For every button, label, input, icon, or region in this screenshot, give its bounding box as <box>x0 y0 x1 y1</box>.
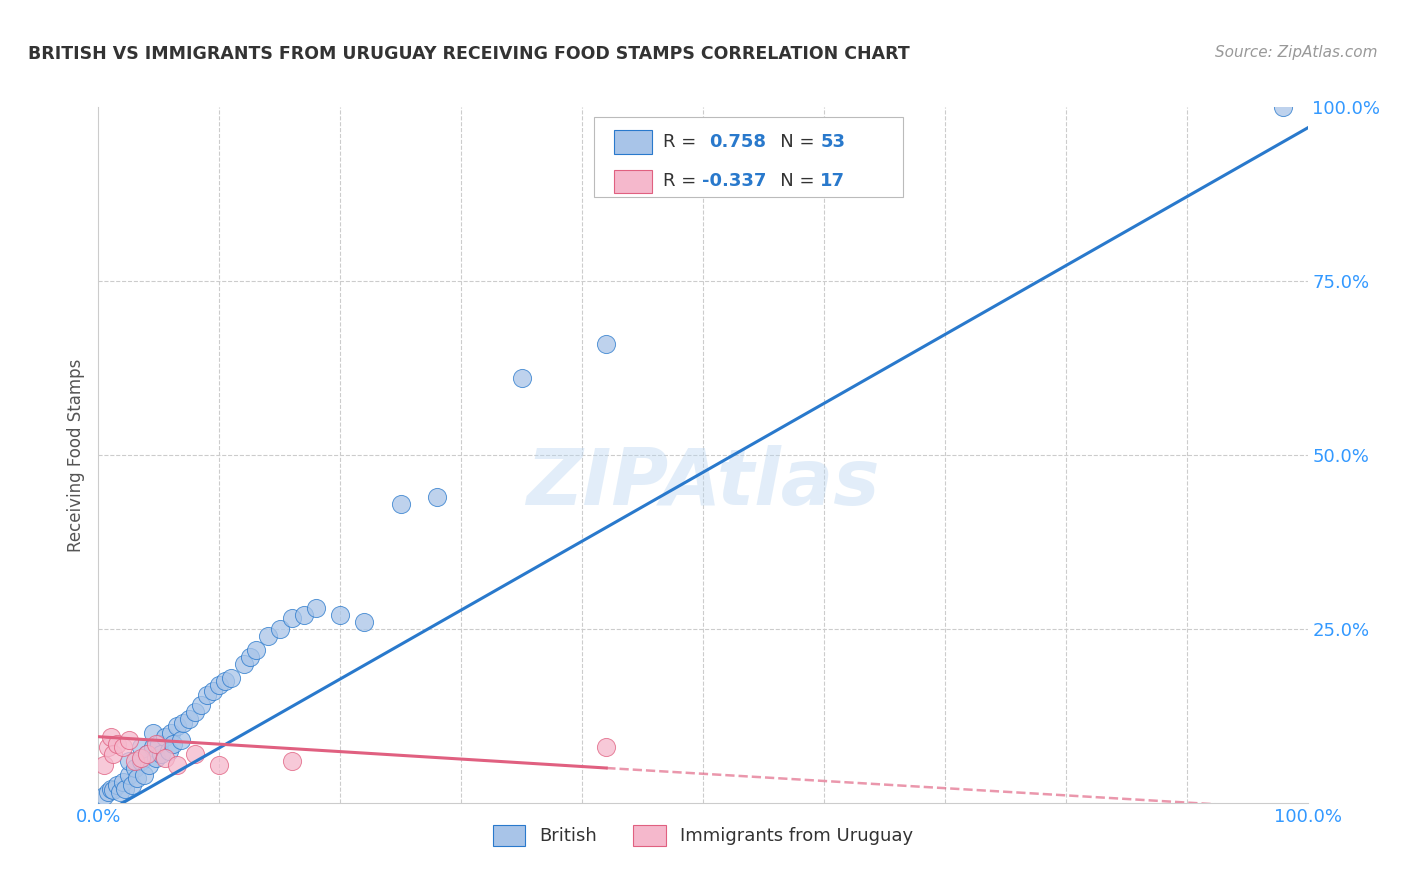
Point <box>108 785 131 799</box>
Text: Source: ZipAtlas.com: Source: ZipAtlas.com <box>1215 45 1378 60</box>
Point <box>184 706 207 720</box>
Point <box>245 642 267 657</box>
Point <box>353 615 375 629</box>
Point <box>129 750 152 764</box>
Point <box>100 730 122 744</box>
Point <box>148 737 170 751</box>
Point <box>329 607 352 622</box>
Point <box>129 740 152 755</box>
Point <box>256 629 278 643</box>
Legend: British, Immigrants from Uruguay: British, Immigrants from Uruguay <box>485 818 921 853</box>
Point <box>105 737 128 751</box>
Point <box>1272 100 1295 114</box>
Point <box>305 601 328 615</box>
Point <box>97 740 120 755</box>
Y-axis label: Receiving Food Stamps: Receiving Food Stamps <box>66 359 84 551</box>
Point <box>135 747 157 761</box>
FancyBboxPatch shape <box>613 169 652 194</box>
Point <box>595 336 617 351</box>
Point <box>93 757 115 772</box>
Point <box>281 754 304 768</box>
Point <box>114 781 136 796</box>
Point <box>184 747 207 761</box>
Point <box>202 684 225 698</box>
Point <box>111 775 134 789</box>
Point <box>269 622 291 636</box>
Point <box>111 740 134 755</box>
Point <box>153 730 176 744</box>
Point <box>105 778 128 793</box>
Text: N =: N = <box>763 133 821 151</box>
Point <box>100 781 122 796</box>
Point <box>595 740 617 755</box>
Point <box>124 754 146 768</box>
Point <box>172 715 194 730</box>
Point <box>101 783 124 797</box>
Point <box>157 744 180 758</box>
Point <box>179 712 201 726</box>
Point <box>190 698 212 713</box>
Point <box>292 607 315 622</box>
Point <box>135 747 157 761</box>
Text: -0.337: -0.337 <box>702 172 766 191</box>
Point <box>145 737 167 751</box>
Point <box>162 737 184 751</box>
Point <box>93 789 115 803</box>
Point <box>129 754 152 768</box>
Text: R =: R = <box>664 133 707 151</box>
Point <box>118 754 141 768</box>
Text: 53: 53 <box>820 133 845 151</box>
Point <box>208 677 231 691</box>
Point <box>239 649 262 664</box>
Point <box>121 778 143 793</box>
Point <box>221 671 243 685</box>
Point <box>160 726 183 740</box>
Point <box>142 740 165 755</box>
Point <box>510 371 533 385</box>
Point <box>214 674 236 689</box>
Text: N =: N = <box>763 172 821 191</box>
Text: 17: 17 <box>820 172 845 191</box>
Point <box>195 688 218 702</box>
Point <box>281 611 304 625</box>
Point <box>389 497 412 511</box>
Point <box>142 726 165 740</box>
Point <box>138 757 160 772</box>
Text: BRITISH VS IMMIGRANTS FROM URUGUAY RECEIVING FOOD STAMPS CORRELATION CHART: BRITISH VS IMMIGRANTS FROM URUGUAY RECEI… <box>28 45 910 62</box>
Point <box>134 768 156 782</box>
Text: ZIPAtlas: ZIPAtlas <box>526 445 880 521</box>
Point <box>208 757 231 772</box>
Point <box>124 761 146 775</box>
Point <box>127 772 149 786</box>
Point <box>426 490 449 504</box>
Point <box>118 768 141 782</box>
Point <box>232 657 254 671</box>
Point <box>166 719 188 733</box>
Text: R =: R = <box>664 172 702 191</box>
Point <box>169 733 191 747</box>
Point <box>97 785 120 799</box>
FancyBboxPatch shape <box>613 130 652 153</box>
Point <box>166 757 188 772</box>
FancyBboxPatch shape <box>595 118 903 197</box>
Point <box>150 747 173 761</box>
Point <box>145 750 167 764</box>
Point <box>118 733 141 747</box>
Point <box>153 750 176 764</box>
Point <box>101 747 124 761</box>
Text: 0.758: 0.758 <box>709 133 766 151</box>
